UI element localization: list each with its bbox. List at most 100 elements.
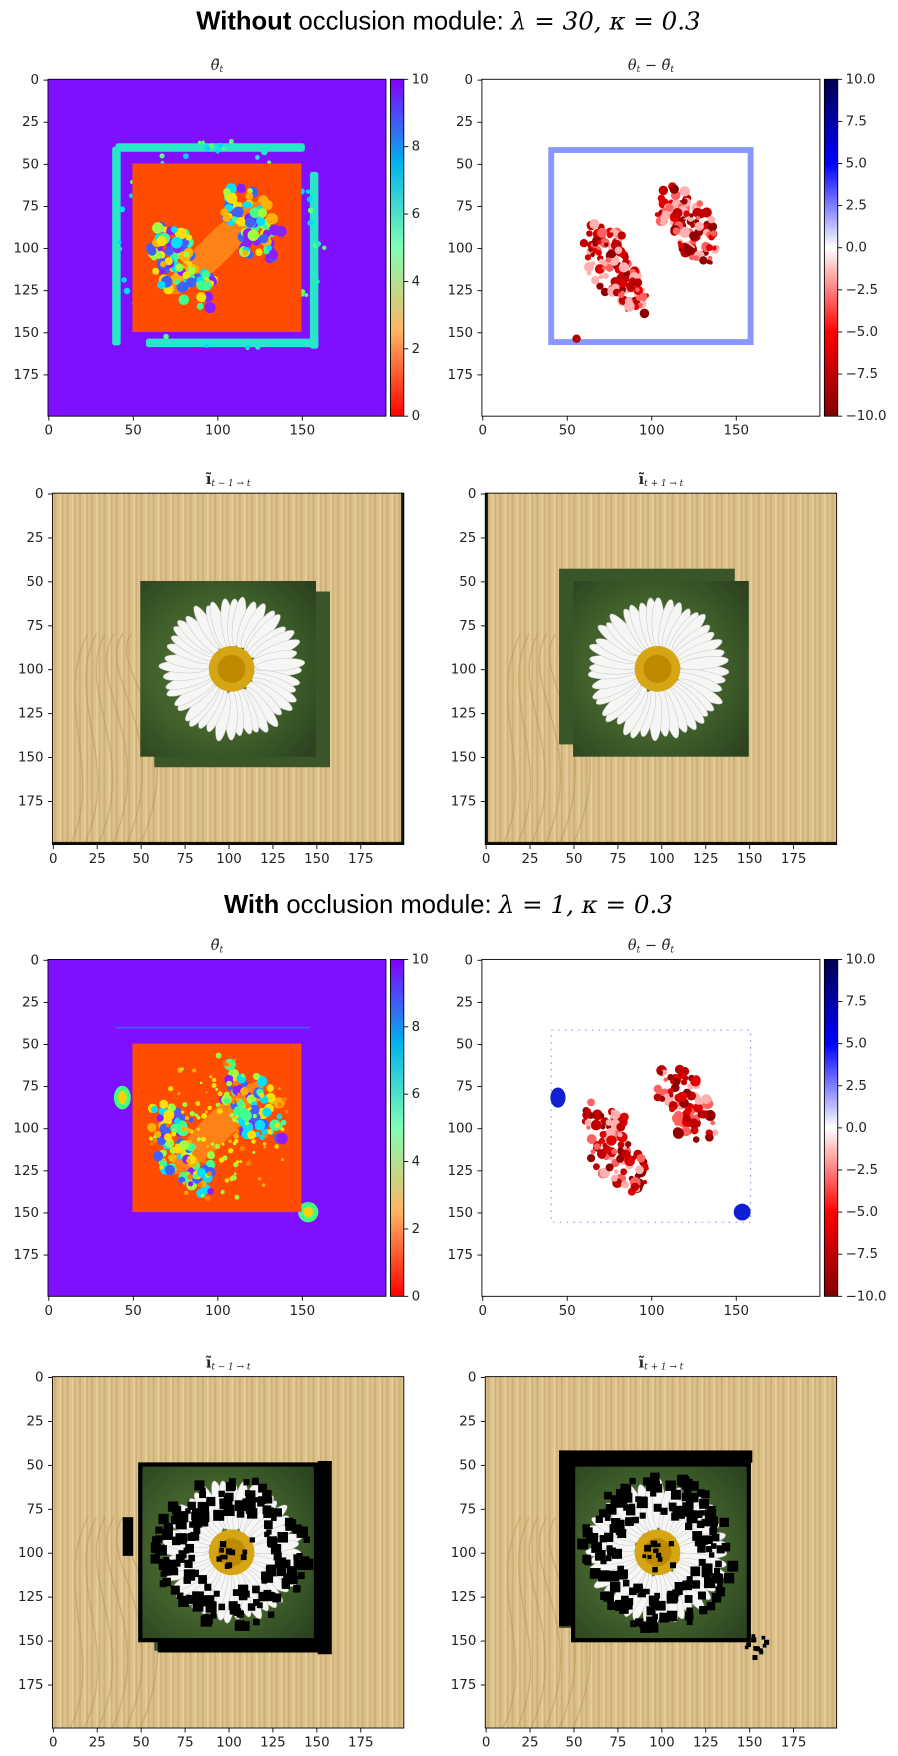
y-tick-label: 25	[26, 1414, 43, 1429]
axes-frame	[481, 78, 821, 417]
x-tick-label: 150	[290, 1304, 316, 1319]
x-tick-label: 150	[723, 1304, 749, 1319]
y-tick-label: 25	[459, 1414, 476, 1429]
y-tick-label: 175	[18, 794, 44, 809]
x-tick-label: 25	[89, 852, 106, 867]
section-title-bold: Without	[196, 7, 292, 35]
y-tick-label: 125	[14, 1164, 40, 1179]
x-tick-label: 125	[693, 1736, 719, 1751]
x-tick-label: 175	[348, 1736, 374, 1751]
title-subscript: t	[637, 65, 641, 75]
y-tick-label: 0	[35, 1371, 44, 1386]
x-tick-label: 100	[639, 424, 665, 439]
colorbar-tick-label: −10.0	[846, 1289, 887, 1304]
y-tick-label: 125	[451, 707, 477, 722]
colorbar	[389, 958, 405, 1297]
y-tick-label: 100	[14, 242, 40, 257]
y-tick-label: 75	[456, 1080, 473, 1095]
title-subscript: t	[670, 945, 674, 955]
title-text: − θ̃	[640, 938, 670, 954]
panel-title: θ̃t	[211, 938, 224, 955]
y-tick-label: 150	[451, 751, 477, 766]
x-tick-label: 0	[478, 1304, 487, 1319]
colorbar-tick-label: 7.5	[846, 995, 867, 1010]
axes-frame	[484, 1376, 838, 1729]
colorbar-tick-label: 8	[412, 140, 421, 155]
y-tick-label: 175	[451, 1678, 477, 1693]
plot-image	[47, 959, 386, 1297]
y-tick-label: 25	[22, 995, 39, 1010]
x-tick-label: 100	[649, 1736, 675, 1751]
x-tick-label: 175	[781, 852, 807, 867]
x-tick-label: 175	[348, 852, 374, 867]
colorbar-tick-label: 7.5	[846, 114, 867, 129]
y-tick-label: 175	[451, 794, 477, 809]
y-tick-label: 25	[456, 115, 473, 130]
x-tick-label: 25	[522, 1736, 539, 1751]
colorbar-tick-label: 5.0	[846, 157, 867, 172]
x-tick-label: 125	[693, 852, 719, 867]
y-tick-label: 175	[18, 1678, 44, 1693]
title-text: θ̃	[211, 938, 220, 954]
y-tick-label: 75	[456, 199, 473, 214]
y-tick-label: 25	[459, 531, 476, 546]
section-title: Without occlusion module: λ = 30, κ = 0.…	[196, 6, 700, 35]
colorbar-tick-label: 10	[412, 72, 429, 87]
y-tick-label: 125	[451, 1590, 477, 1605]
section-title-text: occlusion module:	[286, 891, 491, 919]
plot-image	[52, 1376, 404, 1729]
plot-image	[47, 79, 386, 417]
title-text: ĩ	[639, 1354, 645, 1371]
title-text: θ̃	[211, 58, 220, 74]
colorbar-tick-label: 8	[412, 1020, 421, 1035]
title-subscript: t − 1 → t	[211, 479, 250, 489]
y-tick-label: 0	[31, 953, 40, 968]
x-tick-label: 50	[125, 424, 142, 439]
x-tick-label: 25	[522, 852, 539, 867]
y-tick-label: 125	[18, 707, 44, 722]
x-tick-label: 0	[49, 852, 58, 867]
colorbar-tick-label: 0.0	[846, 1121, 867, 1136]
x-tick-label: 125	[260, 852, 286, 867]
title-text: ĩ	[206, 471, 212, 488]
y-tick-label: 100	[451, 1546, 477, 1561]
x-tick-label: 0	[45, 424, 54, 439]
x-tick-label: 75	[609, 1736, 626, 1751]
y-tick-label: 150	[14, 1206, 40, 1221]
y-tick-label: 125	[14, 284, 40, 299]
y-tick-label: 150	[14, 326, 40, 341]
colorbar-tick-label: 0	[412, 409, 421, 424]
y-tick-label: 150	[447, 1206, 473, 1221]
y-tick-label: 75	[26, 1502, 43, 1517]
y-tick-label: 0	[464, 953, 473, 968]
title-subscript: t + 1 → t	[644, 1362, 683, 1372]
y-tick-label: 100	[14, 1122, 40, 1137]
axes-frame	[484, 492, 838, 845]
colorbar-tick-label: 5.0	[846, 1037, 867, 1052]
y-tick-label: 75	[459, 1502, 476, 1517]
x-tick-label: 100	[216, 852, 242, 867]
colorbar-tick-label: 2	[412, 1222, 421, 1237]
x-tick-label: 50	[133, 852, 150, 867]
x-tick-label: 50	[559, 1304, 576, 1319]
y-tick-label: 150	[18, 1634, 44, 1649]
title-subscript: t	[637, 945, 641, 955]
y-tick-label: 75	[22, 1080, 39, 1095]
x-tick-label: 75	[177, 852, 194, 867]
colorbar-tick-label: 6	[412, 1087, 421, 1102]
x-tick-label: 25	[89, 1736, 106, 1751]
y-tick-label: 125	[447, 284, 473, 299]
title-subscript: t + 1 → t	[644, 479, 683, 489]
x-tick-label: 0	[482, 852, 491, 867]
colorbar-tick-label: 0.0	[846, 241, 867, 256]
x-tick-label: 150	[737, 1736, 763, 1751]
plot-image	[485, 493, 837, 845]
colorbar-tick-label: −7.5	[846, 1247, 878, 1262]
section-title-text: occlusion module:	[299, 7, 504, 35]
panel-title: ĩt − 1 → t	[206, 471, 251, 489]
title-text: θ	[628, 938, 637, 954]
title-subscript: t	[220, 945, 224, 955]
axes-frame	[51, 1376, 405, 1729]
axes-frame	[47, 78, 387, 417]
